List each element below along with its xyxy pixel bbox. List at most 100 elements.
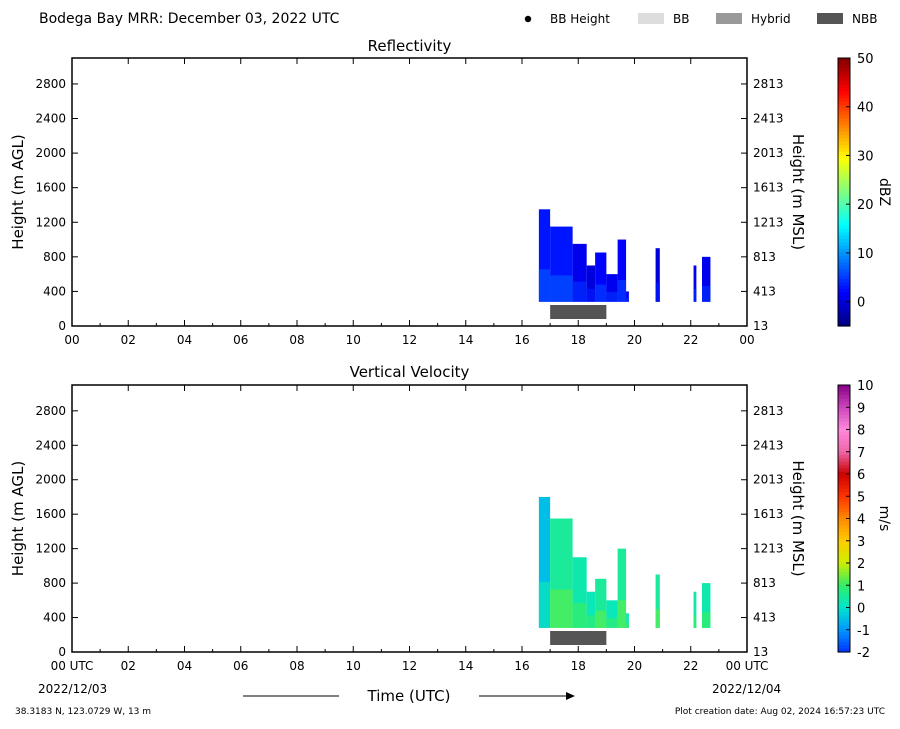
colorbar-segment — [838, 158, 850, 163]
echo-column — [702, 583, 711, 628]
colorbar-segment — [838, 438, 850, 443]
y-tick-label: 1600 — [35, 181, 66, 195]
colorbar-segment — [838, 478, 850, 483]
colorbar-segment — [838, 435, 850, 439]
x-tick-label: 14 — [458, 333, 473, 347]
hybrid-legend-swatch — [716, 13, 742, 24]
y-tick-label: 0 — [58, 319, 66, 333]
colorbar-segment — [838, 635, 850, 640]
panel-title: Vertical Velocity — [350, 363, 470, 381]
colorbar-segment — [838, 248, 850, 253]
colorbar-segment — [838, 81, 850, 86]
colorbar-segment — [838, 451, 850, 456]
colorbar: 0 10 20 30 40 50 dBZ — [837, 52, 892, 327]
colorbar-tick-label: 8 — [857, 424, 865, 439]
echo-column — [595, 578, 607, 628]
echo-column-lower — [606, 618, 618, 628]
colorbar-segment — [838, 428, 850, 433]
colorbar-segment — [838, 259, 850, 263]
legend-label-hybrid: Hybrid — [751, 12, 791, 26]
colorbar-tick-label: 50 — [857, 52, 874, 67]
echo-column-lower — [655, 609, 660, 628]
echo-column-lower — [702, 612, 711, 628]
y2-axis-label: Height (m MSL) — [789, 460, 807, 576]
colorbar-segment — [838, 312, 850, 317]
colorbar-segment — [838, 398, 850, 403]
x-tick-label: 06 — [233, 333, 248, 347]
x-tick-label: 20 — [627, 333, 642, 347]
colorbar-segment — [838, 101, 850, 106]
colorbar-segment — [838, 571, 850, 576]
colorbar-segment — [838, 74, 850, 79]
y-tick-label: 400 — [43, 611, 66, 625]
colorbar-segment — [838, 551, 850, 556]
colorbar-segment — [838, 568, 850, 573]
colorbar-segment — [838, 535, 850, 540]
colorbar-segment — [838, 391, 850, 396]
echo-column — [655, 574, 660, 628]
colorbar-segment — [838, 68, 850, 72]
x-tick-label: 12 — [402, 333, 417, 347]
colorbar-segment — [838, 645, 850, 650]
colorbar-segment — [838, 94, 850, 99]
colorbar-segment — [838, 508, 850, 513]
colorbar-segment — [838, 292, 850, 297]
y-tick-label: 0 — [58, 645, 66, 659]
colorbar-segment — [838, 598, 850, 603]
colorbar-tick-label: 4 — [857, 513, 865, 528]
colorbar-segment — [838, 165, 850, 170]
colorbar-segment — [838, 531, 850, 536]
colorbar-segment — [838, 575, 850, 580]
y-tick-label: 2000 — [35, 146, 66, 160]
colorbar-segment — [838, 181, 850, 186]
colorbar-segment — [838, 405, 850, 409]
colorbar-segment — [838, 638, 850, 643]
y2-tick-label: 813 — [753, 576, 776, 590]
colorbar-tick-label: 20 — [857, 198, 874, 213]
echo-column-lower — [550, 589, 573, 628]
colorbar-segment — [838, 611, 850, 616]
x-tick-label: 12 — [402, 659, 417, 673]
echo-column — [595, 252, 607, 302]
colorbar-tick-label: 6 — [857, 468, 865, 483]
colorbar-segment — [838, 232, 850, 237]
colorbar-segment — [838, 168, 850, 173]
colorbar-segment — [838, 618, 850, 623]
legend-label-bb: BB — [673, 12, 689, 26]
y2-tick-label: 1213 — [753, 215, 784, 229]
colorbar-segment — [838, 114, 850, 119]
y-tick-label: 2000 — [35, 473, 66, 487]
colorbar-segment — [838, 621, 850, 626]
echo-column-lower — [586, 289, 596, 302]
y2-tick-label: 2013 — [753, 146, 784, 160]
colorbar-tick-label: 7 — [857, 446, 865, 461]
colorbar-segment — [838, 648, 850, 653]
colorbar-segment — [838, 581, 850, 586]
colorbar-segment — [838, 385, 850, 389]
echo-column-lower — [617, 600, 627, 628]
echo-column-lower — [550, 275, 573, 302]
colorbar: -2 -1 0 1 2 3 4 5 6 7 8 9 10 m/s — [837, 379, 892, 661]
colorbar-segment — [838, 269, 850, 273]
header-legend: BB Height BB Hybrid NBB — [524, 12, 877, 26]
colorbar-segment — [838, 421, 850, 426]
echo-column-lower — [617, 280, 627, 302]
echo-column-lower — [693, 289, 697, 302]
colorbar-segment — [838, 319, 850, 324]
colorbar-segment — [838, 448, 850, 453]
plot-frame — [71, 384, 748, 653]
colorbar-frame — [837, 57, 851, 327]
echo-column-lower — [693, 615, 697, 628]
y-tick-label: 1600 — [35, 507, 66, 521]
colorbar-segment — [838, 541, 850, 546]
colorbar-segment — [838, 135, 850, 139]
y2-tick-label: 2013 — [753, 473, 784, 487]
colorbar-segment — [838, 461, 850, 466]
x-tick-label: 00 UTC — [51, 659, 94, 673]
colorbar-segment — [838, 528, 850, 533]
y2-tick-label: 1213 — [753, 542, 784, 556]
figure-title: Bodega Bay MRR: December 03, 2022 UTC — [39, 11, 340, 27]
x-tick-label: 02 — [121, 659, 136, 673]
